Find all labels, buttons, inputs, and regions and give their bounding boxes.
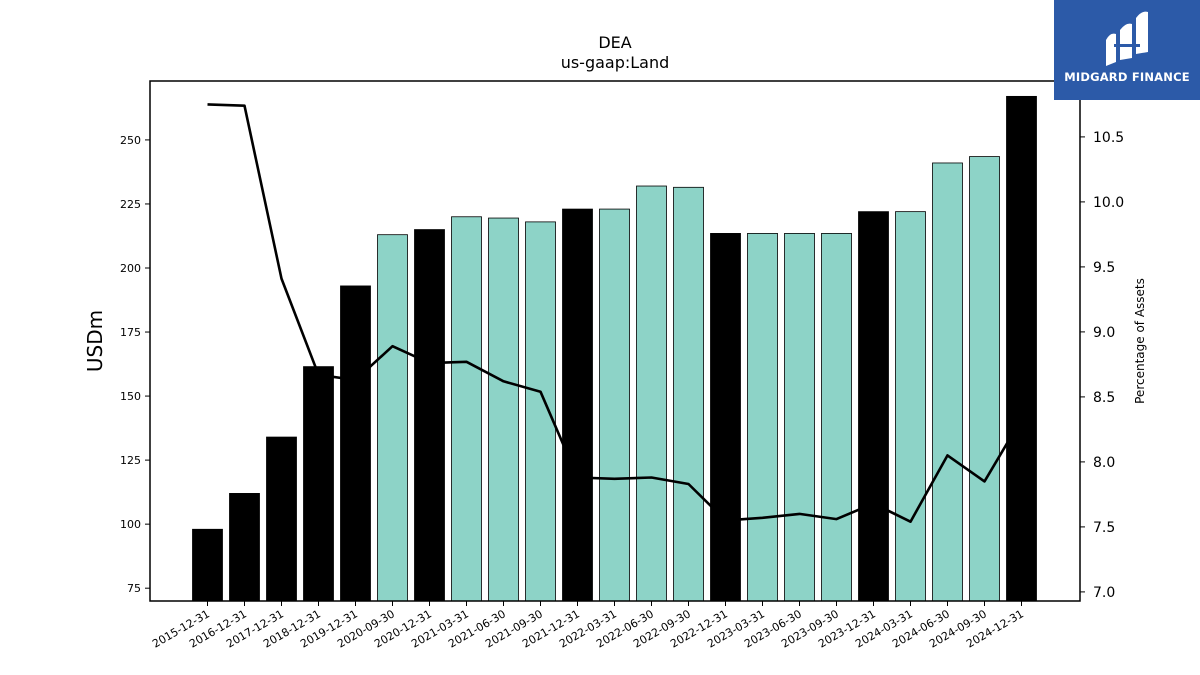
brand-name: MIDGARD FINANCE (1064, 70, 1190, 84)
bar-2023-03-31 (747, 233, 778, 602)
bar-2018-12-31 (303, 366, 334, 602)
left-axis: 75 100 125 150 175 200 225 250 (120, 134, 150, 595)
y2-tick-label: 9.5 (1093, 260, 1115, 276)
y2-tick-label: 8.5 (1093, 390, 1115, 406)
y-tick-label: 250 (120, 134, 141, 147)
logo-mark-icon (1106, 11, 1148, 66)
x-axis: 2015-12-312016-12-312017-12-312018-12-31… (150, 601, 1026, 651)
bar-2019-12-31 (340, 285, 371, 602)
bar-2024-09-30 (969, 156, 1000, 602)
bar-2024-12-31 (1006, 95, 1037, 602)
y-tick-label: 125 (120, 454, 141, 467)
percentage-line (207, 103, 1023, 523)
right-axis: 7.0 7.5 8.0 8.5 9.0 9.5 10.0 10.5 (1080, 130, 1124, 601)
bar-2017-12-31 (266, 436, 297, 602)
y-tick-label: 225 (120, 198, 141, 211)
bar-2022-03-31 (599, 208, 630, 602)
bar-2015-12-31 (192, 528, 223, 602)
y2-axis-label: Percentage of Assets (1133, 278, 1147, 404)
y-axis-label: USDm (83, 310, 107, 372)
bar-2016-12-31 (229, 493, 260, 602)
brand-logo: MIDGARD FINANCE (1054, 0, 1200, 100)
bar-2023-09-30 (821, 233, 852, 602)
y-tick-label: 200 (120, 262, 141, 275)
y-tick-label: 175 (120, 326, 141, 339)
y2-tick-label: 7.5 (1093, 520, 1115, 536)
y2-tick-label: 8.0 (1093, 455, 1115, 471)
y2-tick-label: 9.0 (1093, 325, 1115, 341)
bar-2023-06-30 (784, 233, 815, 602)
bar-2021-12-31 (562, 208, 593, 602)
bar-2021-03-31 (451, 216, 482, 602)
bar-2021-06-30 (488, 217, 519, 602)
bar-2024-03-31 (895, 211, 926, 602)
bar-2020-09-30 (377, 234, 408, 602)
bar-2022-09-30 (673, 186, 704, 602)
bar-group (192, 95, 1037, 602)
bar-2022-12-31 (710, 233, 741, 602)
y2-tick-label: 10.0 (1093, 195, 1124, 211)
bar-2021-09-30 (525, 221, 556, 602)
y2-tick-label: 7.0 (1093, 585, 1115, 601)
y-tick-label: 75 (127, 582, 141, 595)
chart-subtitle: us-gaap:Land (561, 53, 670, 72)
chart-title: DEA (598, 33, 631, 52)
bar-2023-12-31 (858, 211, 889, 602)
bar-2022-06-30 (636, 185, 667, 602)
bar-2024-06-30 (932, 162, 963, 602)
bar-2020-12-31 (414, 229, 445, 602)
y2-tick-label: 10.5 (1093, 130, 1124, 146)
y-tick-label: 150 (120, 390, 141, 403)
y-tick-label: 100 (120, 518, 141, 531)
